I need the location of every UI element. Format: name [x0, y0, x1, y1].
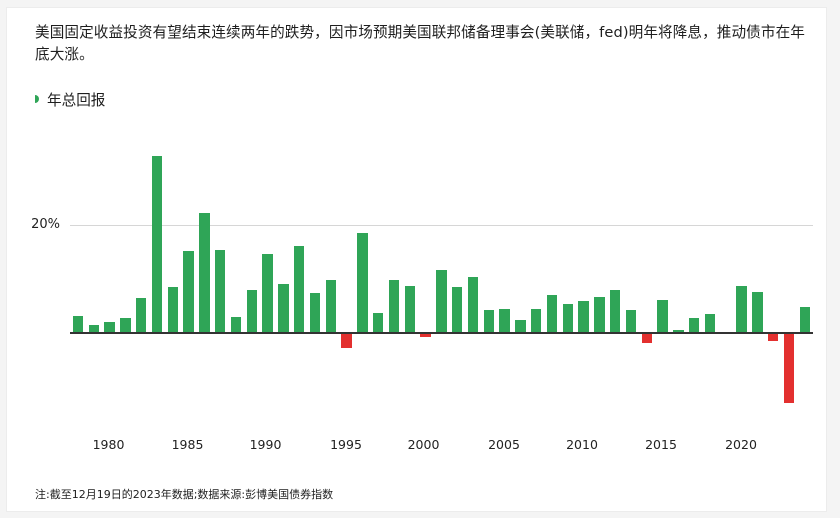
x-axis-tick-label: 1985: [171, 437, 204, 452]
bar-1977: [72, 316, 84, 333]
bar-1997: [388, 280, 400, 333]
bar-2006: [530, 309, 542, 333]
bar-1993: [325, 279, 337, 333]
bar-1985: [199, 213, 210, 333]
bar-2003: [483, 310, 495, 333]
chart-title: 美国固定收益投资有望结束连续两年的跌势，因市场预期美国联邦储备理事会(美联储，f…: [35, 24, 805, 63]
bar-1986: [214, 249, 226, 333]
bar-1989: [262, 254, 273, 333]
bar-2008: [562, 304, 574, 333]
bar-chart-plot: 20% 1980 1985 1990 1995 2000 2005 2010 2015 2020: [7, 8, 828, 513]
bar-2019: [736, 285, 747, 333]
bar-2021: [767, 332, 779, 341]
bar-2004: [499, 309, 510, 333]
bar-1999: [420, 332, 431, 337]
x-axis-tick-label: 1995: [330, 437, 362, 452]
x-axis-tick-label: 2005: [488, 437, 520, 452]
bar-1996: [372, 313, 384, 333]
bar-2007: [546, 294, 558, 333]
bar-1981: [135, 298, 147, 333]
bar-2013: [641, 332, 653, 344]
bar-1984: [183, 250, 194, 333]
bar-2017: [704, 313, 716, 333]
bar-1995: [357, 232, 368, 333]
bar-1983: [167, 287, 179, 333]
x-axis-tick-label: 2010: [566, 437, 598, 452]
zero-axis-line: [70, 332, 813, 334]
legend: 年总回报: [34, 89, 105, 109]
chart-card: 美国固定收益投资有望结束连续两年的跌势，因市场预期美国联邦储备理事会(美联储，f…: [6, 7, 827, 512]
bar-2009: [578, 300, 589, 333]
x-axis-tick-label: 2020: [725, 437, 757, 452]
bar-2012: [625, 309, 637, 333]
bar-1987: [230, 317, 242, 333]
x-axis-tick-label: 2000: [407, 437, 440, 452]
bar-1978: [88, 324, 100, 333]
bar-1991: [293, 246, 305, 333]
footnote: 注:截至12月19日的2023年数据;数据来源:彭博美国债券指数: [35, 488, 334, 501]
bar-2016: [688, 318, 700, 333]
bar-1998: [404, 285, 416, 333]
gridline: [70, 224, 813, 226]
legend-marker-icon: [35, 95, 39, 103]
bar-2010: [594, 297, 605, 333]
bar-2014: [657, 300, 668, 333]
legend-label: 年总回报: [47, 91, 106, 109]
bar-1988: [246, 289, 258, 333]
x-axis-tick-label: 1990: [249, 437, 282, 452]
bar-1992: [309, 292, 321, 333]
bar-2022: [783, 332, 795, 403]
bar-2011: [609, 290, 621, 333]
bar-1994: [341, 332, 352, 349]
bar-1982: [151, 156, 163, 333]
x-axis-tick-label: 2015: [645, 437, 677, 452]
bar-1990: [278, 283, 289, 333]
x-axis-tick-label: 1980: [92, 437, 125, 452]
bar-2001: [451, 287, 463, 333]
bar-2005: [515, 319, 526, 333]
y-axis-tick-label: 20%: [31, 216, 60, 232]
bar-2015: [673, 329, 684, 333]
bar-2023: [799, 307, 811, 333]
bar-2002: [467, 276, 479, 333]
bar-2020: [752, 292, 763, 333]
bar-2000: [436, 269, 447, 333]
bar-1980: [120, 317, 131, 333]
bar-1979: [104, 322, 115, 333]
